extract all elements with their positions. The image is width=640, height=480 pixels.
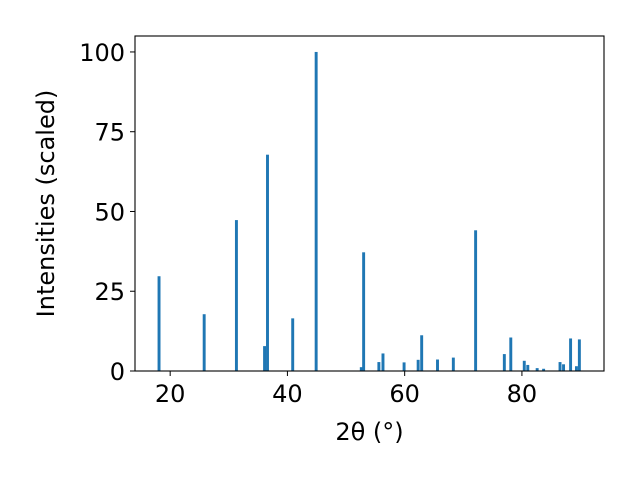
bar	[291, 318, 295, 371]
x-axis-label: 2θ (°)	[335, 418, 403, 446]
y-axis-label: Intensities (scaled)	[32, 90, 60, 318]
bar	[416, 359, 420, 371]
bar	[474, 230, 478, 371]
bar	[359, 367, 363, 371]
y-tick-label: 0	[110, 358, 125, 386]
bar	[562, 364, 566, 371]
y-axis: 0 25 50 75 100	[79, 39, 135, 386]
y-tick-label: 50	[94, 198, 125, 226]
x-tick-label: 60	[389, 380, 420, 408]
y-tick-label: 75	[94, 119, 125, 147]
bar	[402, 362, 406, 371]
y-tick-label: 100	[79, 39, 125, 67]
plot-area-frame	[134, 35, 605, 372]
bar	[314, 51, 318, 371]
bar	[266, 154, 269, 371]
x-tick-label: 80	[507, 380, 538, 408]
x-tick-label: 40	[272, 380, 303, 408]
bar	[436, 359, 439, 371]
bar	[362, 252, 366, 371]
bar	[502, 354, 506, 371]
bar	[509, 337, 513, 371]
bar	[202, 314, 206, 371]
bar	[451, 357, 455, 371]
x-axis: 20 40 60 80	[155, 371, 537, 408]
bar	[558, 362, 562, 371]
bar	[381, 353, 385, 371]
bar	[263, 346, 267, 371]
bar	[157, 276, 161, 371]
bar	[577, 339, 581, 371]
bar	[377, 362, 381, 371]
x-tick-label: 20	[155, 380, 186, 408]
bar	[420, 335, 424, 371]
bar	[522, 360, 526, 371]
bar	[574, 366, 578, 371]
bar	[569, 338, 573, 371]
bar	[526, 364, 530, 371]
bar	[535, 368, 539, 371]
bar-series	[157, 51, 581, 371]
bar	[542, 368, 546, 371]
bar	[234, 220, 238, 371]
y-tick-label: 25	[94, 278, 125, 306]
